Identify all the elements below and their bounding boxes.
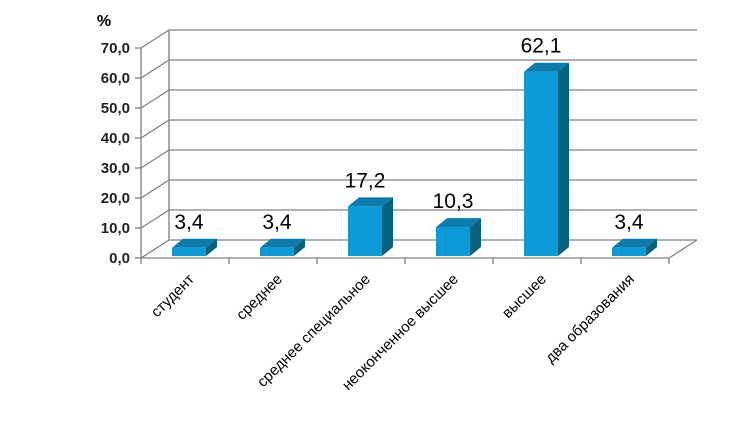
gridline-side: [140, 179, 170, 199]
axes: [135, 30, 698, 264]
bar-front: [172, 247, 206, 256]
bar-side: [558, 62, 569, 257]
data-label: 3,4: [262, 211, 292, 234]
bar: [436, 218, 481, 256]
bar-side: [470, 218, 481, 256]
x-category-label: высшее: [499, 271, 550, 322]
bar-front: [348, 206, 382, 256]
gridline-side: [140, 119, 170, 139]
bar-front: [436, 227, 470, 256]
bar-side: [294, 238, 305, 256]
bar-top: [260, 238, 305, 248]
bar: [612, 238, 657, 256]
y-tick-label: 30,0: [101, 160, 130, 177]
gridline-side: [140, 29, 170, 49]
bar-front: [524, 71, 558, 256]
bar-top: [348, 197, 393, 207]
y-tick-label: 70,0: [101, 40, 130, 57]
y-tick-label: 50,0: [101, 100, 130, 117]
bar: [172, 238, 217, 256]
bar-top: [436, 218, 481, 228]
bars: [172, 62, 657, 257]
gridline-side: [140, 89, 170, 109]
bar-side: [646, 238, 657, 256]
y-tick-label: 40,0: [101, 130, 130, 147]
bar-side: [382, 197, 393, 256]
bar-top: [612, 238, 657, 248]
data-label: 62,1: [521, 35, 562, 58]
x-category-label: среднее: [233, 271, 286, 324]
data-label: 3,4: [614, 211, 644, 234]
gridline-side: [140, 209, 170, 229]
bar: [524, 62, 569, 257]
gridline-side: [140, 149, 170, 169]
x-category-label: студент: [148, 271, 198, 321]
gridlines: [140, 29, 697, 259]
y-tick-label: 10,0: [101, 220, 130, 237]
y-tick-label: 60,0: [101, 70, 130, 87]
y-axis-unit-label: %: [97, 13, 111, 30]
x-category-label: два образования: [542, 271, 638, 367]
bar-front: [612, 247, 646, 256]
y-tick-label: 0,0: [109, 250, 130, 267]
y-tick-label: 20,0: [101, 190, 130, 207]
data-label: 10,3: [433, 190, 474, 213]
bar-front: [260, 247, 294, 256]
bar-side: [206, 238, 217, 256]
data-label: 17,2: [345, 169, 386, 192]
gridline-side: [140, 59, 170, 79]
floor-right-edge: [668, 239, 698, 259]
gridline-side: [140, 239, 170, 259]
bar-top: [524, 62, 569, 72]
bar-top: [172, 238, 217, 248]
bar: [260, 238, 305, 256]
data-label: 3,4: [174, 211, 204, 234]
bar: [348, 197, 393, 256]
